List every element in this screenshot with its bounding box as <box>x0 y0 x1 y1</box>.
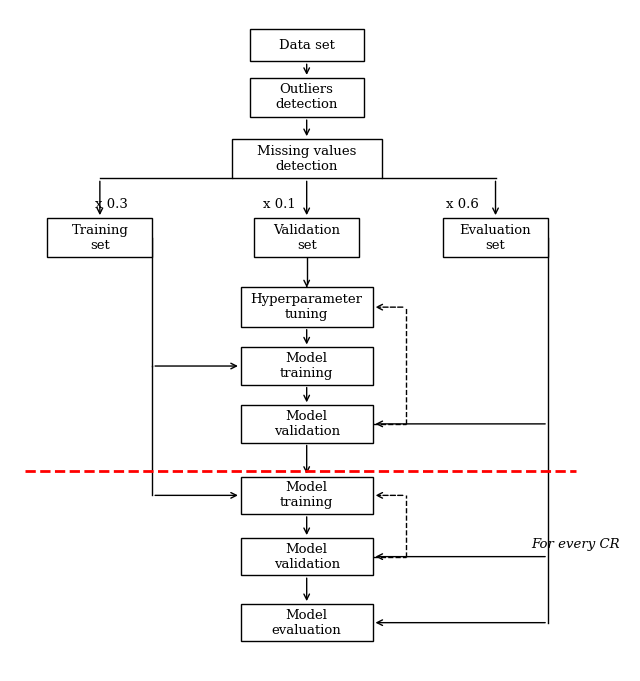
FancyBboxPatch shape <box>241 604 372 642</box>
Text: Model
validation: Model validation <box>274 410 340 438</box>
Text: Evaluation
set: Evaluation set <box>460 224 531 252</box>
FancyBboxPatch shape <box>250 78 364 117</box>
Text: Model
training: Model training <box>280 481 333 509</box>
FancyBboxPatch shape <box>254 218 359 257</box>
Text: Data set: Data set <box>279 39 335 52</box>
Text: Model
training: Model training <box>280 352 333 380</box>
Text: x 0.3: x 0.3 <box>95 198 128 211</box>
FancyBboxPatch shape <box>443 218 548 257</box>
Text: Validation
set: Validation set <box>273 224 340 252</box>
FancyBboxPatch shape <box>232 139 381 178</box>
Text: x 0.6: x 0.6 <box>446 198 479 211</box>
FancyBboxPatch shape <box>241 287 372 327</box>
FancyBboxPatch shape <box>241 538 372 575</box>
Text: Hyperparameter
tuning: Hyperparameter tuning <box>251 293 363 321</box>
Text: x 0.1: x 0.1 <box>263 198 296 211</box>
FancyBboxPatch shape <box>241 405 372 443</box>
FancyBboxPatch shape <box>250 29 364 61</box>
Text: Missing values
detection: Missing values detection <box>257 145 356 173</box>
Text: For every CR: For every CR <box>531 538 620 551</box>
FancyBboxPatch shape <box>241 477 372 514</box>
FancyBboxPatch shape <box>241 347 372 385</box>
Text: Training
set: Training set <box>72 224 128 252</box>
Text: Model
validation: Model validation <box>274 543 340 571</box>
Text: Model
evaluation: Model evaluation <box>272 609 342 637</box>
FancyBboxPatch shape <box>47 218 152 257</box>
Text: Outliers
detection: Outliers detection <box>275 84 338 112</box>
